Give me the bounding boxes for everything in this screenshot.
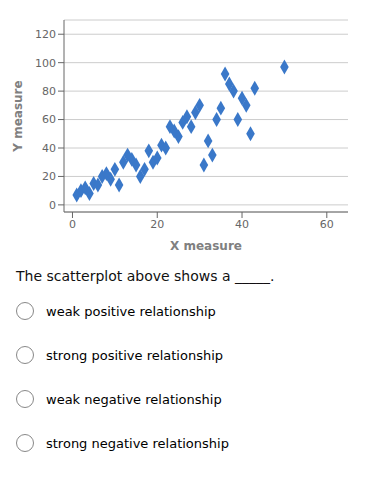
svg-text:60: 60 <box>320 218 334 231</box>
html-text:weak negative relationship: weak negative relationship <box>46 391 222 407</box>
svg-text:20: 20 <box>42 170 56 183</box>
svg-text:0: 0 <box>49 199 56 212</box>
svg-text:20: 20 <box>150 218 164 231</box>
svg-text:80: 80 <box>42 85 56 98</box>
svg-text:120: 120 <box>35 28 56 41</box>
html-text:The scatterplot above shows a: The scatterplot above shows a _____. <box>16 268 275 284</box>
svg-text:100: 100 <box>35 57 56 70</box>
html-text:strong positive relationship: strong positive relationship <box>46 347 223 363</box>
svg-text:40: 40 <box>42 142 56 155</box>
html-text:strong negative relationship: strong negative relationship <box>46 435 229 451</box>
svg-text:0: 0 <box>69 218 76 231</box>
html-text:weak positive relationship: weak positive relationship <box>46 303 216 319</box>
svg-text:X measure: X measure <box>170 239 242 253</box>
svg-text:Y measure: Y measure <box>11 80 25 152</box>
svg-text:40: 40 <box>235 218 249 231</box>
svg-text:60: 60 <box>42 113 56 126</box>
